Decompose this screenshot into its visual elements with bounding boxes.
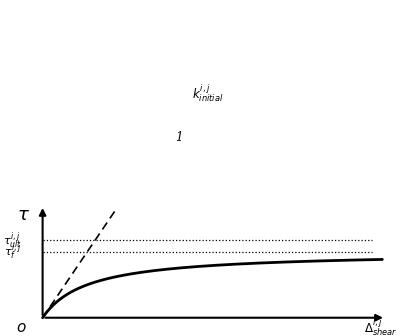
Text: $\tau^{i,j}_{ult}$: $\tau^{i,j}_{ult}$ bbox=[3, 230, 22, 251]
Text: $k^{i,j}_{initial}$: $k^{i,j}_{initial}$ bbox=[192, 83, 223, 104]
Text: $\tau$: $\tau$ bbox=[17, 206, 30, 224]
Text: $o$: $o$ bbox=[16, 321, 27, 335]
Text: $\Delta^{i,j}_{shear}$: $\Delta^{i,j}_{shear}$ bbox=[364, 317, 397, 336]
Text: 1: 1 bbox=[175, 131, 182, 144]
Text: $\tau^{i,j}_{f}$: $\tau^{i,j}_{f}$ bbox=[4, 241, 22, 262]
